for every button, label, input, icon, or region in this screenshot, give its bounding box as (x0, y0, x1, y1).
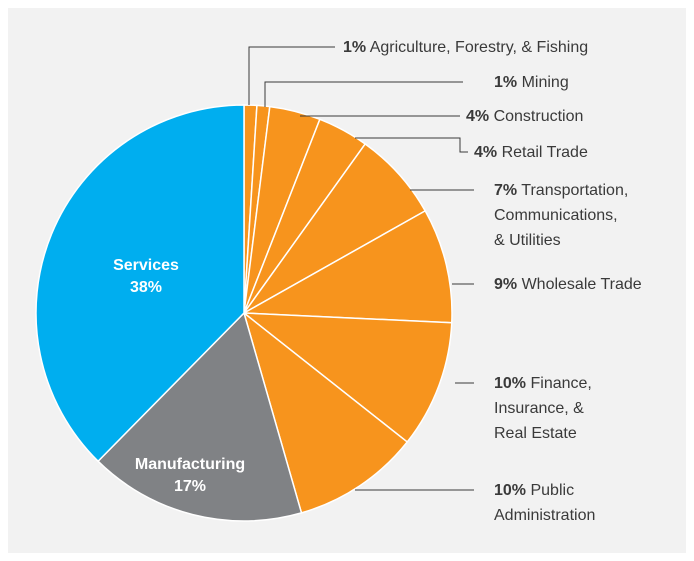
category-label: Transportation, Communications, & Utilit… (494, 182, 629, 249)
value-label: 10% (494, 375, 527, 392)
category-label: Finance, Insurance, & Real Estate (494, 375, 592, 442)
slice-label: 7% Transportation, Communications, & Uti… (494, 178, 628, 253)
slice-label: 4% Construction (466, 104, 583, 129)
category-label: Services (113, 257, 179, 274)
category-label: Public Administration (494, 482, 596, 524)
slice-label: Manufacturing 17% (135, 454, 245, 498)
value-label: 9% (494, 276, 518, 293)
category-label: Manufacturing (134, 456, 246, 473)
value-label: 7% (494, 182, 518, 199)
slice-label: 10% Public Administration (494, 478, 595, 528)
slice-label: 9% Wholesale Trade (494, 272, 642, 297)
pie-slice (242, 310, 409, 514)
slice-label: 1% Agriculture, Forestry, & Fishing (343, 35, 588, 60)
leader-line (355, 137, 468, 153)
slice-label: Services 38% (113, 255, 179, 299)
slice-label: 4% Retail Trade (474, 140, 588, 165)
value-label: 4% (474, 144, 498, 161)
value-label: 1% (343, 39, 367, 56)
pie-slice (241, 312, 453, 444)
category-label: Retail Trade (501, 144, 588, 161)
pie-slice (35, 104, 245, 463)
value-label: 17% (173, 478, 207, 495)
pie-slice (241, 209, 453, 324)
value-label: 4% (466, 108, 490, 125)
slice-label: 10% Finance, Insurance, & Real Estate (494, 371, 592, 446)
category-label: Construction (493, 108, 584, 125)
value-label: 10% (494, 482, 527, 499)
value-label: 1% (494, 74, 518, 91)
pie-slice (97, 311, 303, 522)
category-label: Wholesale Trade (521, 276, 642, 293)
category-label: Agriculture, Forestry, & Fishing (369, 39, 589, 56)
category-label: Mining (521, 74, 569, 91)
leader-line (248, 46, 335, 105)
leader-line (264, 81, 463, 107)
value-label: 38% (129, 279, 163, 296)
slice-label: 1% Mining (494, 70, 569, 95)
